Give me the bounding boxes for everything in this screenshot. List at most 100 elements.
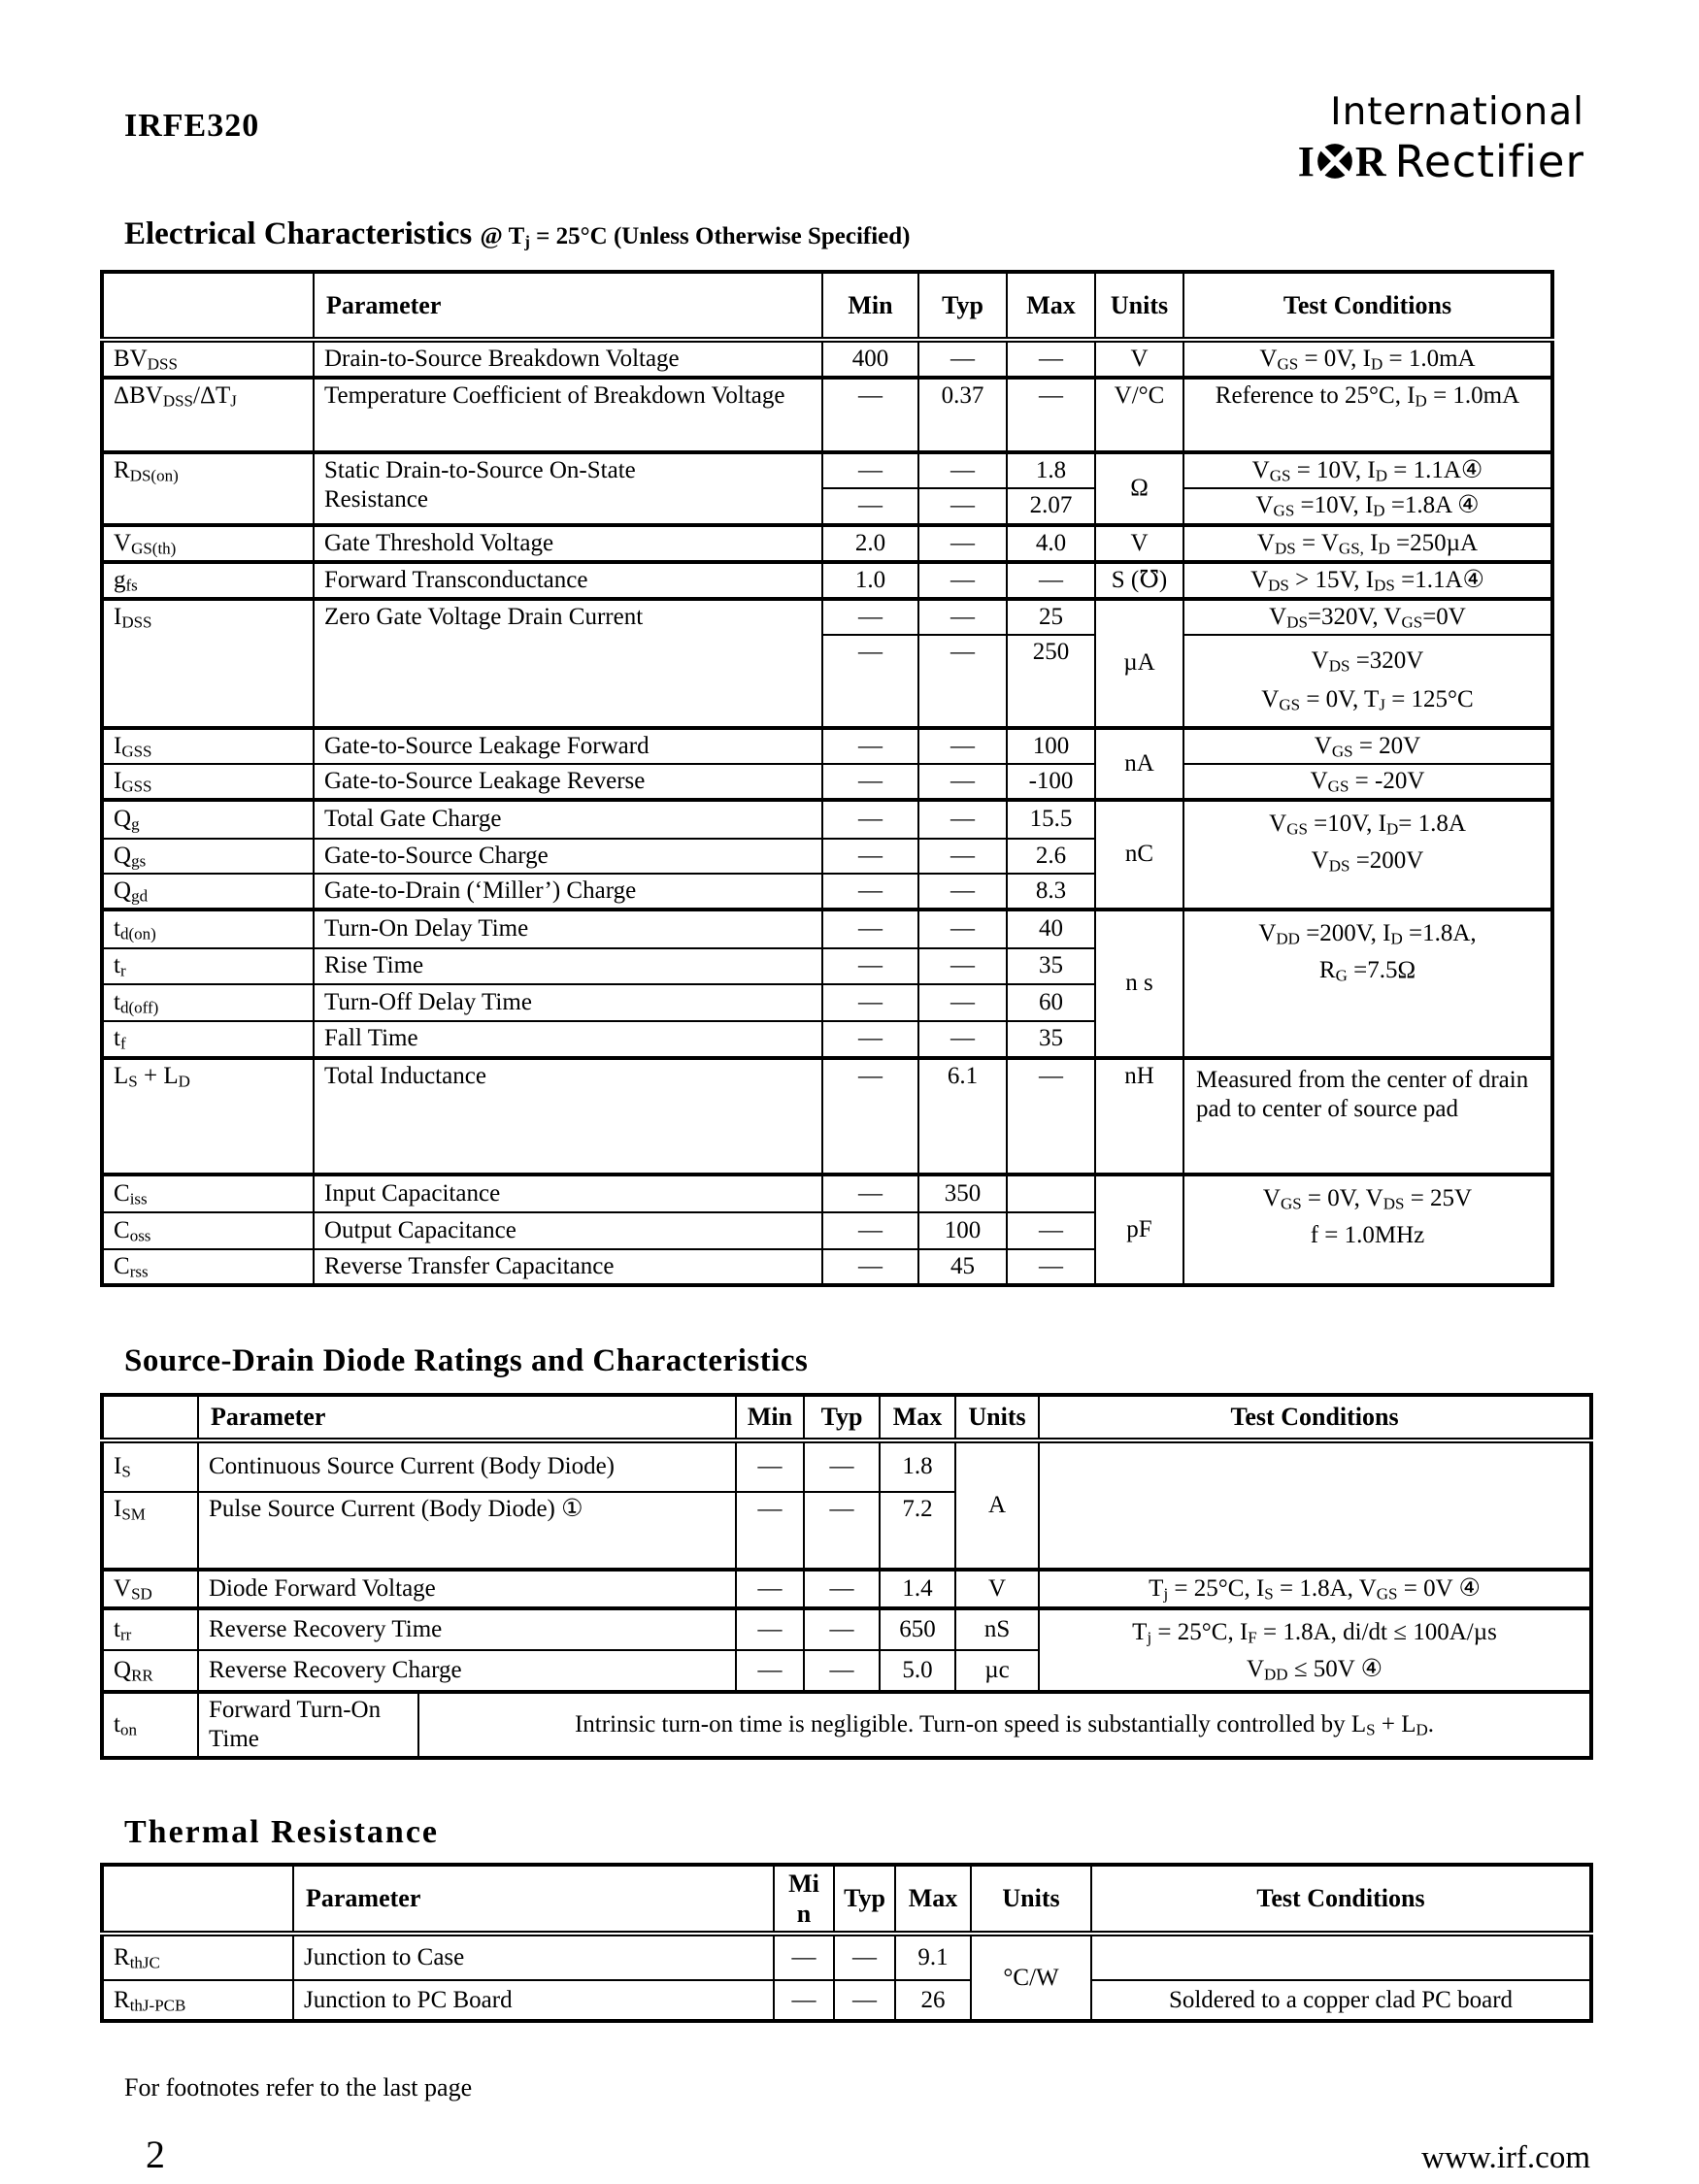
cell-max: 15.5 [1006, 797, 1096, 840]
cell-parameter: Turn-On Delay Time [313, 907, 823, 949]
cell-parameter: Output Capacitance [313, 1210, 823, 1250]
table-row: Qgd Gate-to-Drain (‘Miller’) Charge — — … [101, 872, 1552, 910]
cell-max: 25 [1006, 596, 1096, 636]
cell-test-conditions: VGS =10V, ID =1.8A ④ [1183, 486, 1553, 526]
cell-typ: — [917, 762, 1008, 801]
cell-typ: — [917, 338, 1008, 379]
cell-min: — [821, 596, 919, 636]
cell-typ: — [917, 1019, 1008, 1059]
cell-parameter: Junction to PC Board [292, 1979, 775, 2023]
cell-units: S (℧) [1094, 559, 1184, 600]
cell-units: nH [1094, 1055, 1184, 1175]
company-logo: International I R Rectifier [1297, 90, 1584, 187]
cell-symbol: td(on) [101, 907, 315, 949]
logo-international-text: International [1330, 90, 1584, 134]
cell-max: 5.0 [879, 1649, 957, 1693]
column-header-max: Max [1006, 270, 1096, 343]
cell-symbol: td(off) [101, 982, 315, 1022]
cell-test-conditions: Soldered to a copper clad PC board [1090, 1979, 1592, 2023]
cell-max: -100 [1006, 762, 1096, 801]
corner-cell [101, 1863, 294, 1937]
cell-parameter: Zero Gate Voltage Drain Current [313, 596, 823, 729]
cell-symbol: gfs [101, 559, 315, 600]
cell-symbol: Coss [101, 1210, 315, 1250]
cell-parameter: Drain-to-Source Breakdown Voltage [313, 338, 823, 379]
cell-parameter: Rise Time [313, 946, 823, 985]
section-subtitle: @ Tj = 25°C (Unless Otherwise Specified) [480, 222, 911, 251]
table-row: Qg Total Gate Charge — — 15.5 nC VGS =10… [101, 797, 1553, 910]
cell-min: — [821, 375, 919, 453]
table-row: IGSS Gate-to-Source Leakage Reverse — — … [101, 762, 1553, 801]
cell-min: 1.0 [821, 559, 919, 600]
cell-typ: — [917, 486, 1008, 526]
test-condition-line-1: VDD =200V, ID =1.8A, [1258, 919, 1477, 948]
cell-symbol: RDS(on) [101, 449, 315, 526]
cell-typ: — [917, 797, 1008, 840]
cell-symbol: LS + LD [101, 1055, 315, 1175]
cell-max: — [1006, 559, 1096, 600]
cell-typ: — [917, 982, 1008, 1022]
cell-min: — [821, 907, 919, 949]
cell-parameter: Reverse Recovery Charge [196, 1649, 738, 1693]
column-header-units: Units [954, 1393, 1041, 1443]
column-header-min: Min [735, 1393, 806, 1443]
table-row: LS + LD Total Inductance — 6.1 — nH Meas… [101, 1055, 1553, 1175]
cell-min: — [821, 1247, 919, 1286]
column-header-test-conditions: Test Conditions [1090, 1863, 1592, 1937]
cell-test-conditions: VGS = 0V, VDS = 25V f = 1.0MHz [1183, 1172, 1553, 1286]
cell-parameter: Gate-to-Drain (‘Miller’) Charge [313, 872, 823, 910]
cell-min: — [821, 946, 919, 985]
cell-symbol: IS [101, 1439, 199, 1493]
table-row: BVDSS Drain-to-Source Breakdown Voltage … [101, 338, 1553, 379]
cell-min: — [735, 1439, 806, 1493]
column-header-units: Units [970, 1863, 1092, 1937]
cell-test-conditions: Reference to 25°C, ID = 1.0mA [1183, 375, 1553, 453]
cell-typ: — [917, 449, 1008, 489]
cell-test-conditions: VGS = 10V, ID = 1.1A④ [1183, 449, 1553, 489]
cell-units: V [1094, 522, 1184, 563]
cell-typ: 0.37 [917, 375, 1008, 453]
cell-units: A [954, 1439, 1041, 1571]
table-row: gfs Forward Transconductance 1.0 — — S (… [101, 559, 1553, 600]
cell-min: — [773, 1933, 835, 1982]
cell-max: 100 [1006, 725, 1096, 765]
cell-typ: — [803, 1649, 882, 1693]
cell-units: V/°C [1094, 375, 1184, 453]
cell-symbol: ΔBVDSS/ΔTJ [101, 375, 315, 453]
website-link[interactable]: www.irf.com [1421, 2140, 1590, 2176]
test-condition-line-2: VGS = 0V, TJ = 125°C [1261, 685, 1474, 714]
parameter-line-1: Static Drain-to-Source On-State [324, 456, 636, 483]
cell-units: V [1094, 338, 1184, 379]
cell-max [1006, 1172, 1096, 1213]
cell-min: — [773, 1979, 835, 2023]
logo-rectifier-text: Rectifier [1394, 135, 1584, 187]
cell-max: 8.3 [1006, 872, 1096, 910]
test-condition-line-2: VDS =200V [1311, 846, 1424, 876]
cell-units: Ω [1094, 449, 1184, 526]
cell-max: 2.07 [1006, 486, 1096, 526]
table-row: ton Forward Turn-On Time Intrinsic turn-… [101, 1689, 1593, 1759]
cell-max: 1.4 [879, 1567, 957, 1609]
column-header-parameter: Parameter [313, 270, 823, 343]
cell-min: — [821, 837, 919, 875]
cell-max: 35 [1006, 1019, 1096, 1059]
cell-max: 40 [1006, 907, 1096, 949]
cell-typ: — [803, 1490, 882, 1571]
table-row: RthJC Junction to Case — — 9.1 °C/W [101, 1933, 1592, 2023]
logo-letter-i: I [1297, 137, 1315, 185]
table-row: Coss Output Capacitance — 100 — [101, 1210, 1552, 1250]
part-number: IRFE320 [124, 108, 260, 144]
cell-min: — [735, 1649, 806, 1693]
cell-typ: 100 [917, 1210, 1008, 1250]
cell-max: 60 [1006, 982, 1096, 1022]
cell-parameter: Static Drain-to-Source On-State Resistan… [313, 449, 823, 526]
cell-parameter: Total Inductance [313, 1055, 823, 1175]
cell-test-conditions: VGS = -20V [1183, 762, 1553, 801]
cell-test-conditions [1038, 1439, 1593, 1571]
corner-cell [101, 270, 315, 343]
cell-parameter: Pulse Source Current (Body Diode) ① [196, 1490, 738, 1571]
cell-symbol: Qg [101, 797, 315, 840]
cell-min: — [821, 1055, 919, 1175]
table-row: QRR Reverse Recovery Charge — — 5.0 µc [101, 1649, 1591, 1693]
cell-units: µc [954, 1649, 1041, 1693]
